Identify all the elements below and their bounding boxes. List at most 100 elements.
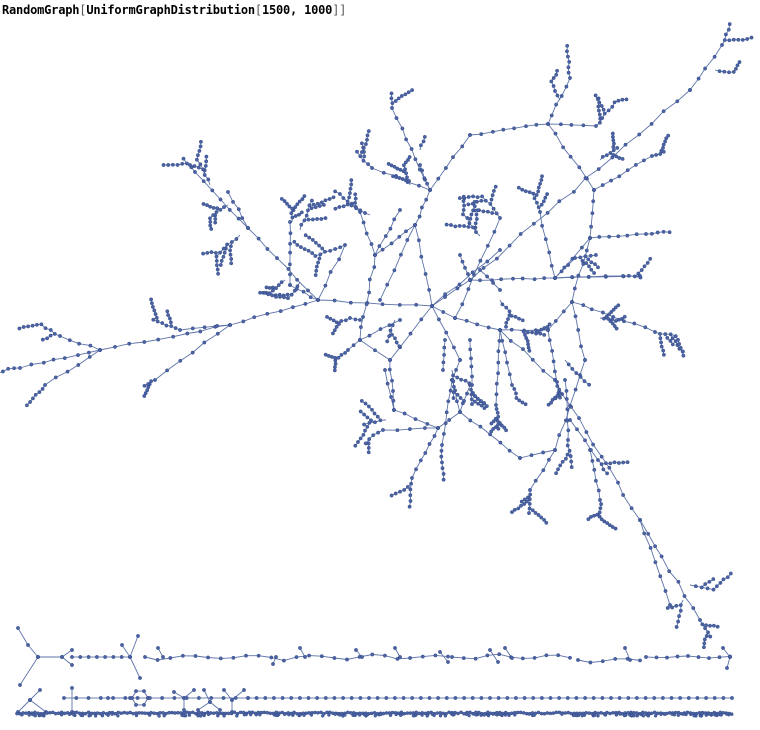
graph-vertex-1219: [547, 322, 552, 327]
graph-edge-337: [542, 459, 550, 471]
graph-vertex-390: [407, 427, 412, 431]
graph-edge-1185: [435, 654, 449, 658]
graph-vertex-1361: [123, 696, 128, 700]
graph-vertex-1727: [653, 714, 658, 718]
graph-vertex-988: [533, 511, 538, 515]
graph-vertex-635: [6, 366, 11, 371]
graph-vertex-1095: [468, 216, 473, 221]
graph-vertex-1613: [563, 711, 568, 715]
graph-vertex-628: [282, 295, 286, 300]
graph-vertex-85: [388, 358, 392, 362]
graph-vertex-338: [559, 122, 563, 127]
graph-edge-420: [650, 547, 656, 563]
graph-vertex-363: [632, 321, 637, 326]
graph-vertex-1732: [593, 713, 597, 717]
graph-vertex-1787: [527, 712, 531, 716]
graph-vertex-629: [278, 294, 282, 299]
graph-vertex-1316: [686, 654, 690, 658]
graph-vertex-1353: [242, 688, 246, 692]
graph-vertex-1835: [467, 713, 471, 718]
graph-vertex-1424: [695, 696, 700, 700]
graph-edge-221: [204, 333, 219, 343]
graph-vertex-273: [178, 328, 182, 332]
graph-edge-193: [243, 316, 255, 322]
graph-edge-35: [555, 133, 564, 148]
graph-vertex-1302: [503, 646, 507, 650]
graph-edge-215: [44, 377, 57, 386]
graph-edge-224: [166, 360, 181, 371]
graph-vertex-981: [519, 503, 523, 508]
graph-vertex-341: [594, 124, 598, 128]
graph-vertex-810: [665, 335, 670, 340]
graph-vertex-2: [348, 300, 353, 305]
graph-vertices: [1, 22, 754, 718]
graph-vertex-6: [414, 302, 419, 307]
graph-edge-273: [371, 167, 384, 174]
graph-vertex-752: [596, 104, 601, 109]
graph-vertex-768: [600, 154, 605, 159]
graph-vertex-469: [367, 333, 372, 338]
graph-vertex-1085: [474, 212, 479, 217]
graph-vertex-840: [620, 316, 624, 321]
graph-vertex-1213: [530, 330, 534, 335]
graph-edge-228: [192, 326, 205, 329]
graph-vertex-1837: [398, 713, 403, 717]
graph-edge-1168: [220, 657, 234, 659]
graph-vertex-87: [390, 378, 394, 383]
graph-vertex-1681: [719, 713, 723, 717]
graph-vertex-758: [599, 104, 604, 108]
graph-vertex-550: [228, 244, 233, 249]
graph-vertex-962: [504, 428, 508, 433]
graph-vertex-485: [460, 302, 465, 307]
graph-vertex-933: [441, 477, 446, 482]
graph-vertex-1336: [134, 703, 138, 707]
graph-vertex-474: [369, 242, 374, 247]
graph-edge-124: [406, 224, 416, 241]
graph-vertex-759: [597, 100, 602, 105]
graph-vertex-1395: [444, 696, 449, 700]
graph-vertex-532: [222, 205, 226, 210]
graph-edge-1193: [463, 657, 476, 660]
graph-edge-300: [571, 301, 584, 306]
graph-vertex-809: [663, 332, 668, 336]
graph-vertex-416: [443, 421, 448, 426]
graph-vertex-403: [541, 468, 546, 473]
graph-vertex-1052: [540, 174, 544, 179]
graph-vertex-970: [514, 396, 519, 400]
graph-vertex-461: [596, 458, 600, 462]
graph-edge-187: [486, 249, 501, 262]
graph-edge-1161: [121, 644, 131, 658]
graph-vertex-562: [218, 250, 223, 255]
graph-edge-237: [238, 218, 249, 229]
graph-edge-121: [420, 256, 427, 275]
graph-vertex-1011: [558, 463, 563, 468]
graph-vertex-851: [727, 22, 732, 26]
graph-vertex-543: [211, 213, 216, 218]
graph-vertex-419: [443, 338, 447, 342]
graph-vertex-1385: [358, 696, 363, 700]
graph-vertex-1346: [202, 688, 206, 692]
graph-vertex-584: [287, 204, 292, 209]
graph-vertex-788: [664, 136, 669, 141]
graph-vertex-951: [470, 402, 474, 406]
graph-vertex-1610: [554, 710, 559, 715]
graph-vertex-108: [541, 450, 545, 455]
graph-vertex-114: [573, 387, 578, 392]
graph-vertex-1609: [551, 711, 556, 715]
graph-edge-168: [547, 200, 560, 214]
graph-vertex-348: [642, 158, 646, 163]
graph-vertex-129: [441, 310, 446, 314]
graph-vertex-1844: [196, 714, 200, 718]
graph-vertex-964: [493, 425, 498, 429]
graph-vertex-1216: [539, 327, 544, 332]
graph-edge-1176: [321, 655, 335, 659]
graph-edge-1206: [602, 658, 616, 662]
graph-vertex-239: [142, 340, 147, 344]
input-cell[interactable]: RandomGraph[UniformGraphDistribution[150…: [2, 3, 346, 17]
graph-vertex-318: [394, 116, 399, 121]
graph-vertex-1372: [246, 696, 250, 700]
graph-vertex-595: [304, 213, 309, 218]
graph-vertex-922: [363, 428, 367, 433]
graph-edge-1181: [384, 655, 398, 660]
